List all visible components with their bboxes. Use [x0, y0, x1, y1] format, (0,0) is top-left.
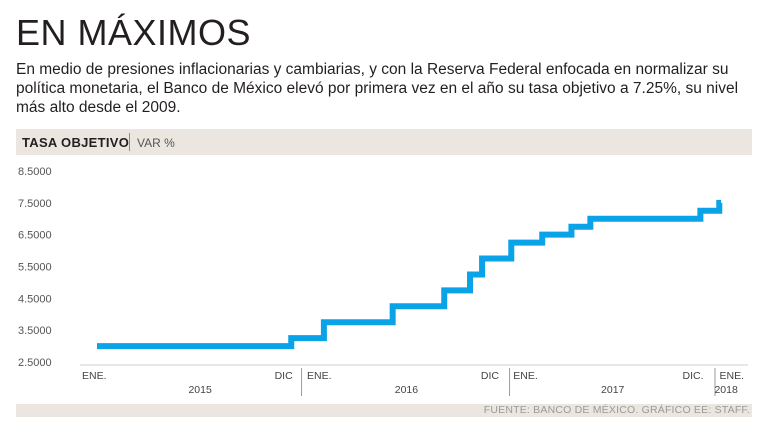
x-tick-label: ENE. [513, 370, 538, 382]
y-axis: 8.5000 7.5000 6.5000 5.5000 4.5000 3.5000 2.50… [18, 166, 52, 369]
x-tick-label: DIC [275, 370, 294, 382]
unit-label: VAR % [137, 136, 175, 150]
series-tasa-objetivo [96, 199, 723, 350]
y-tick-label: 4.5000 [18, 293, 52, 305]
y-tick-label: 2.5000 [18, 357, 52, 369]
year-label: 2016 [395, 384, 419, 396]
x-tick-label: ENE. [307, 370, 332, 382]
header-divider [129, 133, 130, 151]
y-tick-label: 3.5000 [18, 325, 52, 337]
x-axis: ENE. DIC ENE. DIC ENE. DIC. ENE. 2015 2016 2017 20… [80, 364, 748, 396]
y-tick-label: 6.5000 [18, 230, 52, 242]
header-band [16, 129, 752, 155]
x-tick-label: DIC. [683, 370, 704, 382]
year-label: 2015 [188, 384, 212, 396]
x-tick-label: ENE. [82, 370, 107, 382]
y-tick-label: 8.5000 [18, 166, 52, 178]
source-note: FUENTE: BANCO DE MÉXICO. GRÁFICO EE: STA… [483, 404, 750, 416]
year-label: 2017 [601, 384, 625, 396]
y-tick-label: 7.5000 [18, 198, 52, 210]
x-tick-label: DIC [481, 370, 500, 382]
footer-band [16, 404, 752, 417]
y-tick-label: 5.5000 [18, 262, 52, 274]
year-label: 2018 [714, 384, 738, 396]
x-tick-label: ENE. [720, 370, 745, 382]
chart-subtitle: En medio de presiones inflacionarias y c… [16, 61, 739, 116]
series-label: TASA OBJETIVO [22, 135, 130, 150]
series-line [97, 199, 723, 350]
chart-title: EN MÁXIMOS [16, 12, 252, 53]
